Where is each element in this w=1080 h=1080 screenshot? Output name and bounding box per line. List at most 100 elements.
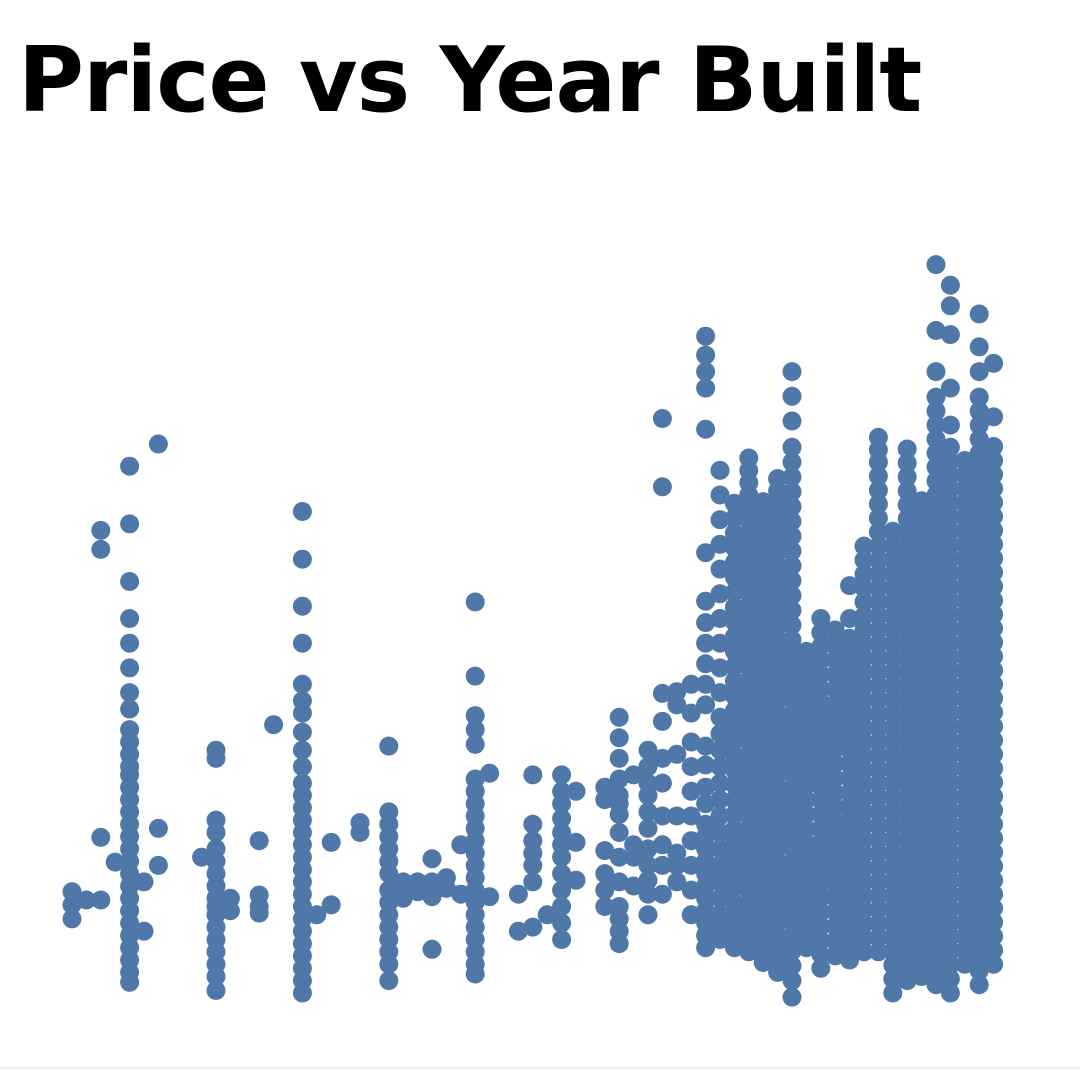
scatter-point	[969, 401, 989, 421]
scatter-point	[825, 946, 845, 966]
scatter-point	[811, 804, 831, 824]
scatter-point	[926, 527, 946, 547]
scatter-point	[753, 913, 773, 933]
scatter-point	[825, 872, 845, 892]
scatter-point	[753, 663, 773, 683]
scatter-point	[811, 846, 831, 866]
scatter-point	[984, 674, 1004, 694]
scatter-point	[897, 677, 917, 697]
scatter-point	[955, 758, 975, 778]
scatter-point	[710, 790, 730, 810]
scatter-point	[782, 362, 802, 382]
scatter-point	[926, 513, 946, 533]
scatter-point	[969, 807, 989, 827]
scatter-point	[638, 905, 658, 925]
scatter-point	[984, 842, 1004, 862]
scatter-point	[652, 835, 672, 855]
scatter-point	[652, 683, 672, 703]
scatter-point	[696, 613, 716, 633]
scatter-point	[912, 883, 932, 903]
scatter-point	[710, 485, 730, 505]
scatter-point	[940, 437, 960, 457]
scatter-point	[724, 686, 744, 706]
scatter-point	[681, 732, 701, 752]
scatter-point	[782, 571, 802, 591]
scatter-point	[984, 772, 1004, 792]
scatter-point	[955, 451, 975, 470]
scatter-point	[955, 912, 975, 932]
scatter-point	[955, 674, 975, 694]
scatter-point	[62, 909, 82, 929]
scatter-point	[292, 633, 312, 653]
scatter-point	[897, 467, 917, 487]
scatter-point	[897, 831, 917, 851]
scatter-point	[321, 895, 341, 915]
scatter-point	[940, 661, 960, 681]
scatter-point	[811, 958, 831, 978]
scatter-point	[753, 584, 773, 604]
scatter-point	[940, 605, 960, 625]
scatter-point	[984, 451, 1004, 470]
scatter-point	[969, 555, 989, 575]
scatter-point	[940, 415, 960, 435]
scatter-point	[955, 618, 975, 638]
scatter-point	[854, 928, 874, 948]
scatter-point	[552, 864, 572, 884]
scatter-point	[724, 493, 744, 513]
scatter-point	[753, 531, 773, 551]
scatter-point	[652, 409, 672, 428]
scatter-point	[638, 855, 658, 875]
scatter-point	[897, 803, 917, 823]
scatter-point	[681, 806, 701, 826]
scatter-point	[782, 689, 802, 709]
scatter-point	[912, 757, 932, 777]
scatter-point	[307, 905, 327, 925]
scatter-point	[782, 526, 802, 546]
scatter-point	[609, 728, 629, 748]
scatter-point	[940, 549, 960, 569]
scatter-point	[811, 762, 831, 782]
scatter-point	[868, 788, 888, 808]
scatter-point	[192, 847, 212, 867]
scatter-point	[955, 632, 975, 652]
scatter-point	[710, 905, 730, 925]
scatter-point	[984, 520, 1004, 540]
scatter-point	[465, 706, 485, 726]
scatter-point	[724, 938, 744, 958]
scatter-point	[912, 967, 932, 986]
scatter-point	[955, 940, 975, 960]
scatter-point	[868, 718, 888, 738]
scatter-point	[796, 849, 816, 869]
scatter-point	[724, 878, 744, 898]
scatter-point	[854, 858, 874, 878]
scatter-point	[926, 723, 946, 743]
scatter-point	[638, 839, 658, 859]
scatter-point	[753, 742, 773, 762]
scatter-point	[940, 773, 960, 793]
scatter-point	[480, 763, 500, 783]
scatter-point	[796, 923, 816, 943]
scatter-point	[782, 556, 802, 576]
scatter-point	[854, 844, 874, 864]
scatter-point	[696, 755, 716, 775]
scatter-point	[796, 730, 816, 750]
scatter-point	[897, 565, 917, 585]
scatter-point	[724, 834, 744, 854]
scatter-point	[264, 715, 284, 735]
scatter-point	[897, 943, 917, 963]
scatter-point	[868, 522, 888, 542]
scatter-point	[796, 819, 816, 839]
scatter-point	[897, 691, 917, 711]
scatter-point	[969, 891, 989, 911]
scatter-point	[926, 793, 946, 813]
scatter-point	[595, 841, 615, 861]
scatter-point	[912, 743, 932, 763]
scatter-point	[926, 471, 946, 491]
scatter-point	[292, 674, 312, 694]
scatter-point	[724, 864, 744, 884]
scatter-point	[897, 845, 917, 865]
scatter-point	[840, 852, 860, 872]
scatter-point	[696, 794, 716, 814]
scatter-point	[825, 902, 845, 921]
scatter-point	[969, 975, 989, 995]
